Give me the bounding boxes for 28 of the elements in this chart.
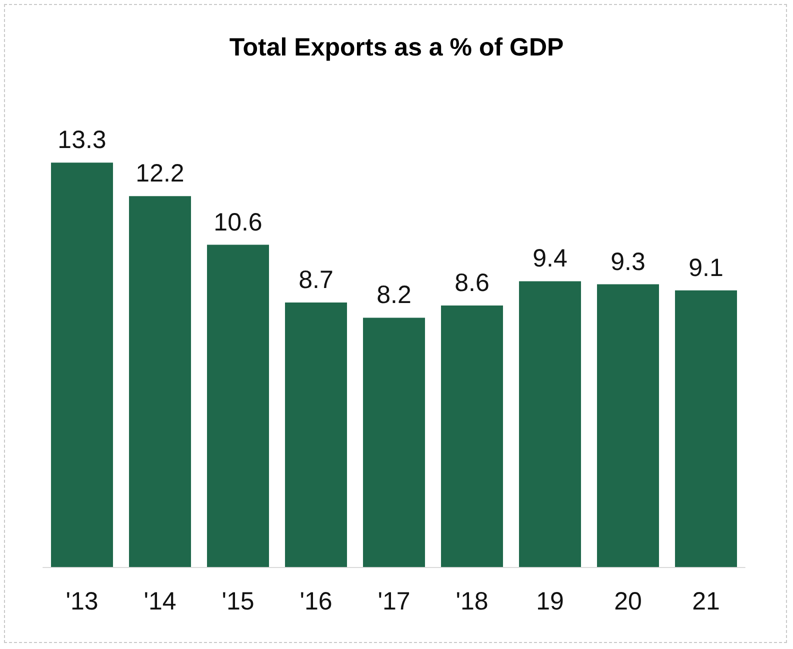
- data-label: 8.7: [298, 266, 334, 294]
- chart-title: Total Exports as a % of GDP: [229, 34, 564, 62]
- data-label: 9.4: [532, 244, 568, 273]
- data-label: 8.6: [454, 269, 490, 298]
- bar: [207, 244, 269, 567]
- x-tick-label: '18: [456, 588, 488, 616]
- bar: [129, 196, 191, 567]
- data-label: 10.6: [214, 208, 262, 236]
- bar: [441, 306, 503, 567]
- data-label: 12.2: [136, 160, 184, 188]
- data-label: 8.2: [376, 281, 412, 310]
- x-tick-label: 21: [692, 588, 720, 616]
- data-label: 9.1: [688, 254, 724, 282]
- x-tick-label: '14: [144, 588, 176, 616]
- data-label: 13.3: [58, 126, 106, 154]
- data-label: 9.3: [610, 248, 646, 276]
- x-tick-label: '15: [222, 588, 254, 616]
- x-tick-label: 20: [614, 588, 642, 616]
- bar: [51, 162, 113, 567]
- x-tick-label: '13: [66, 588, 98, 616]
- bar: [363, 318, 425, 567]
- bar: [597, 284, 659, 567]
- x-tick-label: '16: [300, 588, 332, 616]
- bar: [675, 290, 737, 567]
- bar: [285, 302, 347, 567]
- x-tick-label: '17: [378, 588, 410, 616]
- bar: [519, 281, 581, 567]
- x-tick-label: 19: [536, 588, 564, 616]
